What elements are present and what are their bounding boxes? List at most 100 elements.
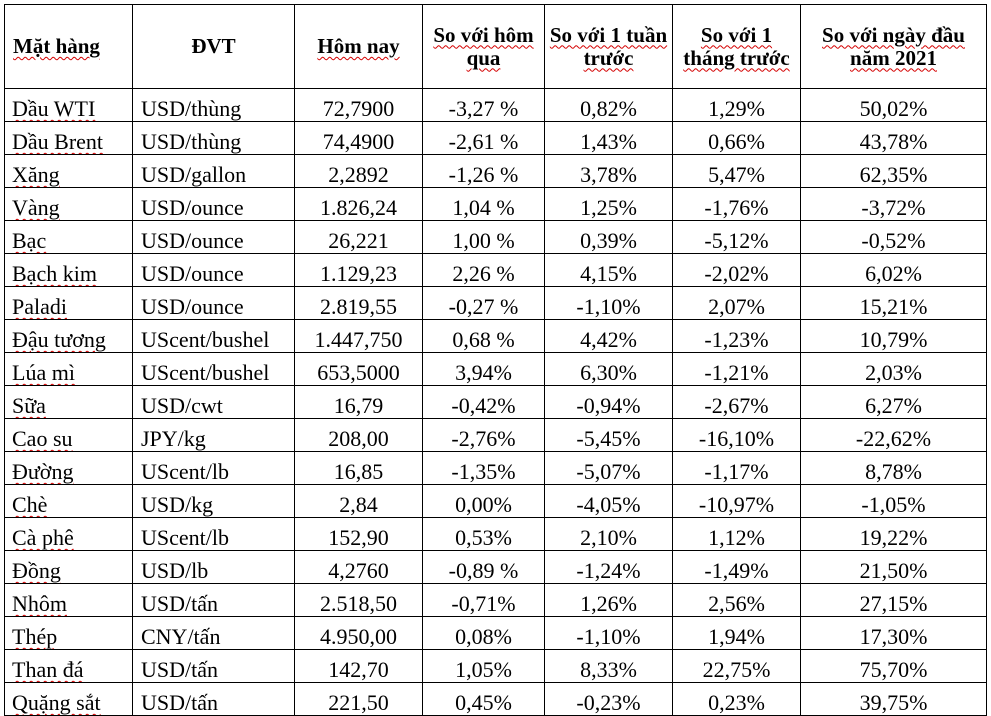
today-price-cell: 16,79 xyxy=(294,385,423,419)
vs-yesterday-cell: 0,45% xyxy=(422,682,545,716)
unit-cell: UScent/lb xyxy=(132,451,295,485)
vs-year-start-cell: -3,72% xyxy=(800,187,987,221)
today-price-cell: 26,221 xyxy=(294,220,423,254)
today-price-cell: 2.518,50 xyxy=(294,583,423,617)
vs-last-week-cell: 4,42% xyxy=(544,319,673,353)
vs-year-start-cell: 62,35% xyxy=(800,154,987,188)
commodity-cell: Đồng xyxy=(4,550,133,584)
vs-last-week-cell: 8,33% xyxy=(544,649,673,683)
vs-last-week-cell: -0,94% xyxy=(544,385,673,419)
commodity-cell: Thép xyxy=(4,616,133,650)
table-row: Cao su JPY/kg 208,00 -2,76% -5,45% -16,10% -22… xyxy=(4,418,987,452)
today-price-cell: 2,84 xyxy=(294,484,423,518)
vs-yesterday-cell: 0,08% xyxy=(422,616,545,650)
unit-cell: UScent/bushel xyxy=(132,352,295,386)
vs-yesterday-cell: 1,05% xyxy=(422,649,545,683)
vs-last-week-cell: 4,15% xyxy=(544,253,673,287)
today-price-cell: 653,5000 xyxy=(294,352,423,386)
header-vs-yesterday: So với hôm qua xyxy=(422,4,545,89)
commodity-cell: Chè xyxy=(4,484,133,518)
table-row: Bạch kim USD/ounce 1.129,23 2,26 % 4,15% -2,0… xyxy=(4,253,987,287)
table-row: Dầu Brent USD/thùng 74,4900 -2,61 % 1,43% 0,6… xyxy=(4,121,987,155)
table-row: Đường UScent/lb 16,85 -1,35% -5,07% -1,17% 8,7… xyxy=(4,451,987,485)
vs-last-month-cell: 2,56% xyxy=(672,583,801,617)
commodity-cell: Lúa mì xyxy=(4,352,133,386)
table-row: Lúa mì UScent/bushel 653,5000 3,94% 6,30% -1,… xyxy=(4,352,987,386)
vs-last-month-cell: 22,75% xyxy=(672,649,801,683)
unit-cell: USD/ounce xyxy=(132,220,295,254)
unit-cell: USD/tấn xyxy=(132,649,295,683)
table-row: Cà phê UScent/lb 152,90 0,53% 2,10% 1,12% 19,2… xyxy=(4,517,987,551)
table-row: Chè USD/kg 2,84 0,00% -4,05% -10,97% -1,05% xyxy=(4,484,987,518)
table-row: Vàng USD/ounce 1.826,24 1,04 % 1,25% -1,76% -3… xyxy=(4,187,987,221)
vs-year-start-cell: 15,21% xyxy=(800,286,987,320)
commodity-cell: Cà phê xyxy=(4,517,133,551)
table-row: Than đá USD/tấn 142,70 1,05% 8,33% 22,75% 75,7… xyxy=(4,649,987,683)
vs-last-week-cell: -5,45% xyxy=(544,418,673,452)
vs-year-start-cell: 8,78% xyxy=(800,451,987,485)
vs-last-week-cell: 1,26% xyxy=(544,583,673,617)
vs-last-month-cell: 1,29% xyxy=(672,88,801,122)
header-vs-last-week: So với 1 tuần trước xyxy=(544,4,673,89)
today-price-cell: 2,2892 xyxy=(294,154,423,188)
vs-last-month-cell: 1,94% xyxy=(672,616,801,650)
commodity-cell: Đậu tương xyxy=(4,319,133,353)
commodity-cell: Paladi xyxy=(4,286,133,320)
vs-last-week-cell: -1,24% xyxy=(544,550,673,584)
today-price-cell: 1.129,23 xyxy=(294,253,423,287)
table-row: Đồng USD/lb 4,2760 -0,89 % -1,24% -1,49% 21,50… xyxy=(4,550,987,584)
vs-year-start-cell: -22,62% xyxy=(800,418,987,452)
unit-cell: USD/tấn xyxy=(132,682,295,716)
header-row: Mặt hàng ĐVT Hôm nay So với hôm qua So v… xyxy=(4,4,987,89)
vs-yesterday-cell: 3,94% xyxy=(422,352,545,386)
vs-yesterday-cell: 0,68 % xyxy=(422,319,545,353)
vs-last-month-cell: 5,47% xyxy=(672,154,801,188)
today-price-cell: 4,2760 xyxy=(294,550,423,584)
vs-year-start-cell: 50,02% xyxy=(800,88,987,122)
vs-last-week-cell: 0,82% xyxy=(544,88,673,122)
vs-yesterday-cell: -2,76% xyxy=(422,418,545,452)
vs-last-week-cell: 6,30% xyxy=(544,352,673,386)
table-row: Xăng USD/gallon 2,2892 -1,26 % 3,78% 5,47% 62,… xyxy=(4,154,987,188)
commodity-cell: Cao su xyxy=(4,418,133,452)
vs-year-start-cell: 39,75% xyxy=(800,682,987,716)
vs-year-start-cell: 75,70% xyxy=(800,649,987,683)
vs-yesterday-cell: -0,89 % xyxy=(422,550,545,584)
commodity-cell: Dầu Brent xyxy=(4,121,133,155)
vs-last-month-cell: -10,97% xyxy=(672,484,801,518)
commodity-cell: Nhôm xyxy=(4,583,133,617)
commodity-price-table: Mặt hàng ĐVT Hôm nay So với hôm qua So v… xyxy=(4,4,987,716)
unit-cell: USD/ounce xyxy=(132,187,295,221)
table-body: Dầu WTI USD/thùng 72,7900 -3,27 % 0,82% 1,29%… xyxy=(4,88,987,716)
vs-year-start-cell: 19,22% xyxy=(800,517,987,551)
today-price-cell: 221,50 xyxy=(294,682,423,716)
today-price-cell: 74,4900 xyxy=(294,121,423,155)
vs-yesterday-cell: -0,27 % xyxy=(422,286,545,320)
vs-last-month-cell: -1,76% xyxy=(672,187,801,221)
vs-last-week-cell: -4,05% xyxy=(544,484,673,518)
table-row: Quặng sắt USD/tấn 221,50 0,45% -0,23% 0,23% 39… xyxy=(4,682,987,716)
vs-last-week-cell: 2,10% xyxy=(544,517,673,551)
table-row: Paladi USD/ounce 2.819,55 -0,27 % -1,10% 2,07… xyxy=(4,286,987,320)
vs-year-start-cell: -0,52% xyxy=(800,220,987,254)
vs-year-start-cell: 10,79% xyxy=(800,319,987,353)
vs-yesterday-cell: -3,27 % xyxy=(422,88,545,122)
vs-yesterday-cell: -1,26 % xyxy=(422,154,545,188)
vs-last-month-cell: 0,66% xyxy=(672,121,801,155)
vs-last-month-cell: -1,21% xyxy=(672,352,801,386)
header-vs-year-start: So với ngày đầu năm 2021 xyxy=(800,4,987,89)
vs-last-month-cell: -2,67% xyxy=(672,385,801,419)
vs-year-start-cell: 21,50% xyxy=(800,550,987,584)
vs-yesterday-cell: -0,42% xyxy=(422,385,545,419)
unit-cell: USD/gallon xyxy=(132,154,295,188)
table-row: Nhôm USD/tấn 2.518,50 -0,71% 1,26% 2,56% 27,15… xyxy=(4,583,987,617)
vs-last-month-cell: -1,17% xyxy=(672,451,801,485)
vs-last-week-cell: -1,10% xyxy=(544,616,673,650)
commodity-cell: Than đá xyxy=(4,649,133,683)
header-unit: ĐVT xyxy=(132,4,295,89)
vs-last-week-cell: 3,78% xyxy=(544,154,673,188)
today-price-cell: 208,00 xyxy=(294,418,423,452)
vs-last-month-cell: 2,07% xyxy=(672,286,801,320)
today-price-cell: 1.826,24 xyxy=(294,187,423,221)
unit-cell: USD/ounce xyxy=(132,286,295,320)
